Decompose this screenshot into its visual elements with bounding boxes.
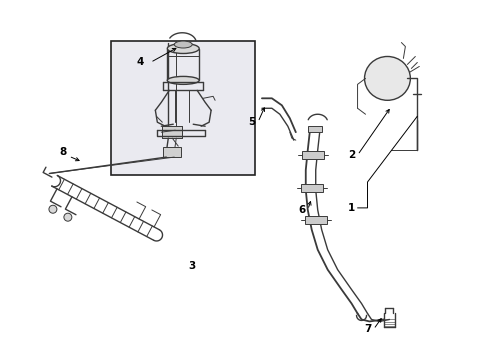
Circle shape (49, 205, 57, 213)
Bar (162, 126, 182, 138)
Ellipse shape (364, 57, 409, 100)
Text: 4: 4 (137, 58, 144, 67)
Ellipse shape (167, 44, 199, 54)
Bar (307, 126, 321, 132)
Text: 5: 5 (248, 117, 255, 127)
Bar (110, 41, 254, 175)
Bar (163, 147, 181, 157)
Ellipse shape (174, 41, 192, 48)
Text: 7: 7 (363, 324, 370, 334)
Text: 8: 8 (59, 147, 66, 157)
Ellipse shape (167, 76, 199, 84)
Bar (304, 216, 326, 224)
Text: 3: 3 (188, 261, 195, 271)
Text: 2: 2 (347, 150, 354, 160)
Text: 6: 6 (298, 205, 305, 215)
Bar (301, 151, 323, 159)
Circle shape (64, 213, 72, 221)
Text: 1: 1 (347, 203, 354, 213)
Bar (300, 184, 322, 192)
